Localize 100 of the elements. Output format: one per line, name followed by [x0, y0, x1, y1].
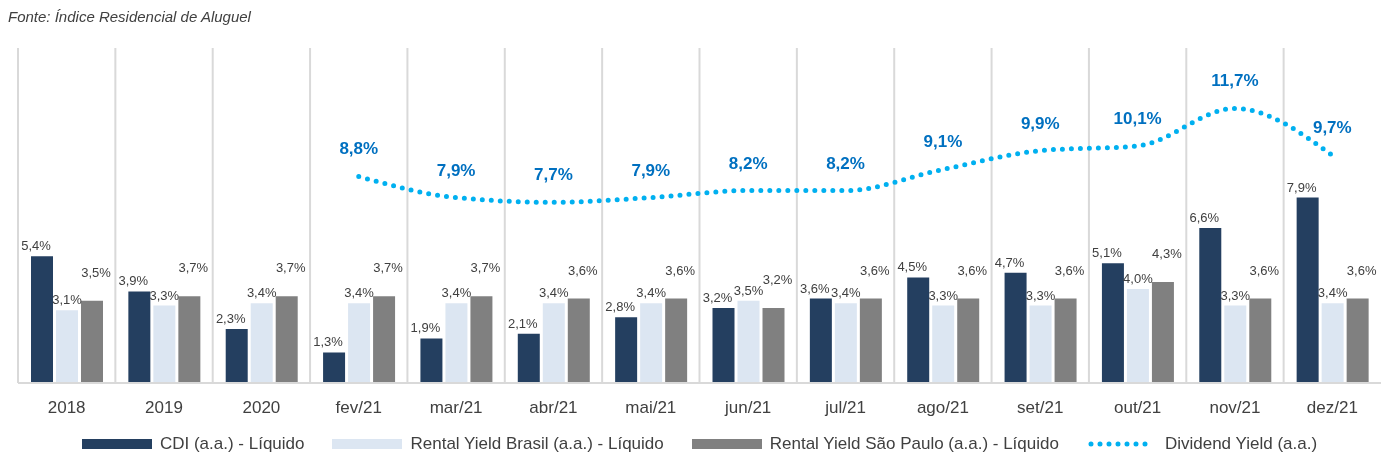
data-label: 7,7%	[534, 165, 573, 185]
bar	[275, 296, 298, 383]
bar	[178, 296, 201, 383]
data-label: 3,6%	[860, 262, 891, 278]
data-label: 3,7%	[373, 260, 404, 276]
x-tick-label: mar/21	[429, 398, 483, 418]
data-label: 2,3%	[215, 311, 246, 327]
bar	[712, 307, 735, 383]
bar	[1151, 282, 1174, 383]
x-tick-label: out/21	[1113, 398, 1162, 418]
data-label: 3,5%	[733, 282, 764, 298]
x-tick-label: nov/21	[1209, 398, 1261, 418]
bar	[56, 310, 78, 383]
x-tick-label: dez/21	[1306, 398, 1358, 418]
data-label: 3,1%	[52, 292, 83, 308]
data-label: 8,2%	[826, 153, 865, 173]
bar	[517, 333, 540, 383]
x-tick-label: ago/21	[916, 398, 969, 418]
bar	[1296, 197, 1319, 383]
bar	[1321, 303, 1344, 383]
bar	[348, 303, 371, 383]
data-label: 7,9%	[1286, 179, 1317, 195]
source-note: Fonte: Índice Residencial de Aluguel	[8, 8, 252, 27]
data-label: 6,6%	[1189, 210, 1220, 226]
data-label: 3,6%	[1054, 262, 1085, 278]
data-label: 3,5%	[81, 264, 112, 280]
bar	[567, 298, 590, 383]
bar	[932, 305, 955, 383]
data-label: 3,4%	[538, 285, 570, 301]
data-label: 9,1%	[923, 132, 963, 152]
bar	[1199, 228, 1222, 383]
bar	[250, 303, 273, 383]
bar	[153, 305, 176, 383]
data-label: 4,5%	[897, 259, 928, 275]
data-label: 7,9%	[436, 160, 476, 180]
data-label: 3,3%	[928, 287, 959, 303]
data-label: 9,9%	[1020, 113, 1060, 133]
data-label: 3,4%	[636, 285, 667, 301]
bar	[31, 256, 53, 383]
x-tick-label: set/21	[1017, 398, 1064, 418]
bar	[1004, 272, 1027, 383]
bar	[323, 352, 346, 383]
data-label: 4,7%	[994, 254, 1025, 270]
data-label: 3,4%	[344, 285, 375, 301]
bar	[737, 300, 760, 383]
bar	[1249, 298, 1272, 383]
data-label: 3,4%	[831, 285, 862, 301]
data-label: 3,7%	[178, 260, 209, 276]
data-label: 1,9%	[410, 320, 441, 336]
bar	[128, 291, 151, 383]
data-label: 5,4%	[21, 238, 52, 254]
bar	[1029, 305, 1052, 383]
data-label: 3,6%	[1249, 262, 1280, 278]
data-label: 3,4%	[246, 285, 277, 301]
bar	[420, 338, 443, 383]
bar	[1054, 298, 1077, 383]
bar	[470, 296, 493, 383]
bar	[640, 303, 663, 383]
data-label: 3,7%	[275, 260, 306, 276]
data-label: 2,8%	[605, 299, 636, 315]
legend-label: Rental Yield Brasil (a.a.) - Líquido	[410, 434, 664, 454]
bar	[81, 300, 103, 383]
x-tick-label: jul/21	[824, 398, 866, 418]
data-label: 11,7%	[1211, 71, 1259, 91]
bar	[762, 307, 785, 383]
data-label: 1,3%	[313, 334, 344, 350]
bar	[373, 296, 396, 383]
bar	[665, 298, 688, 383]
legend-label: Rental Yield São Paulo (a.a.) - Líquido	[769, 434, 1059, 454]
bar	[225, 329, 248, 383]
data-label: 8,2%	[728, 153, 768, 173]
bar	[957, 298, 980, 383]
data-label: 3,6%	[800, 280, 831, 296]
data-label: 3,6%	[567, 262, 599, 278]
data-label: 10,1%	[1113, 108, 1162, 128]
bar	[445, 303, 468, 383]
x-tick-label: 2018	[47, 398, 86, 418]
bar	[1224, 305, 1247, 383]
bar	[859, 298, 882, 383]
legend-label: CDI (a.a.) - Líquido	[159, 434, 305, 454]
x-tick-label: fev/21	[335, 398, 382, 418]
data-label: 3,9%	[118, 273, 149, 289]
data-label: 4,3%	[1152, 246, 1183, 262]
x-tick-label: jun/21	[724, 398, 772, 418]
data-label: 3,4%	[441, 285, 472, 301]
data-label: 3,6%	[1346, 262, 1377, 278]
bar	[1126, 289, 1149, 383]
data-label: 3,7%	[470, 260, 501, 276]
x-tick-label: 2019	[145, 398, 183, 418]
data-label: 3,3%	[1220, 287, 1251, 303]
data-label: 3,3%	[149, 287, 180, 303]
data-label: 7,9%	[631, 160, 671, 180]
data-label: 3,2%	[702, 289, 733, 305]
data-label: 3,2%	[762, 271, 793, 287]
data-label: 8,8%	[339, 139, 379, 159]
bar	[1346, 298, 1369, 383]
x-tick-label: abr/21	[529, 398, 578, 418]
bar	[907, 277, 930, 383]
data-label: 3,6%	[665, 262, 696, 278]
data-label: 5,1%	[1092, 245, 1123, 261]
